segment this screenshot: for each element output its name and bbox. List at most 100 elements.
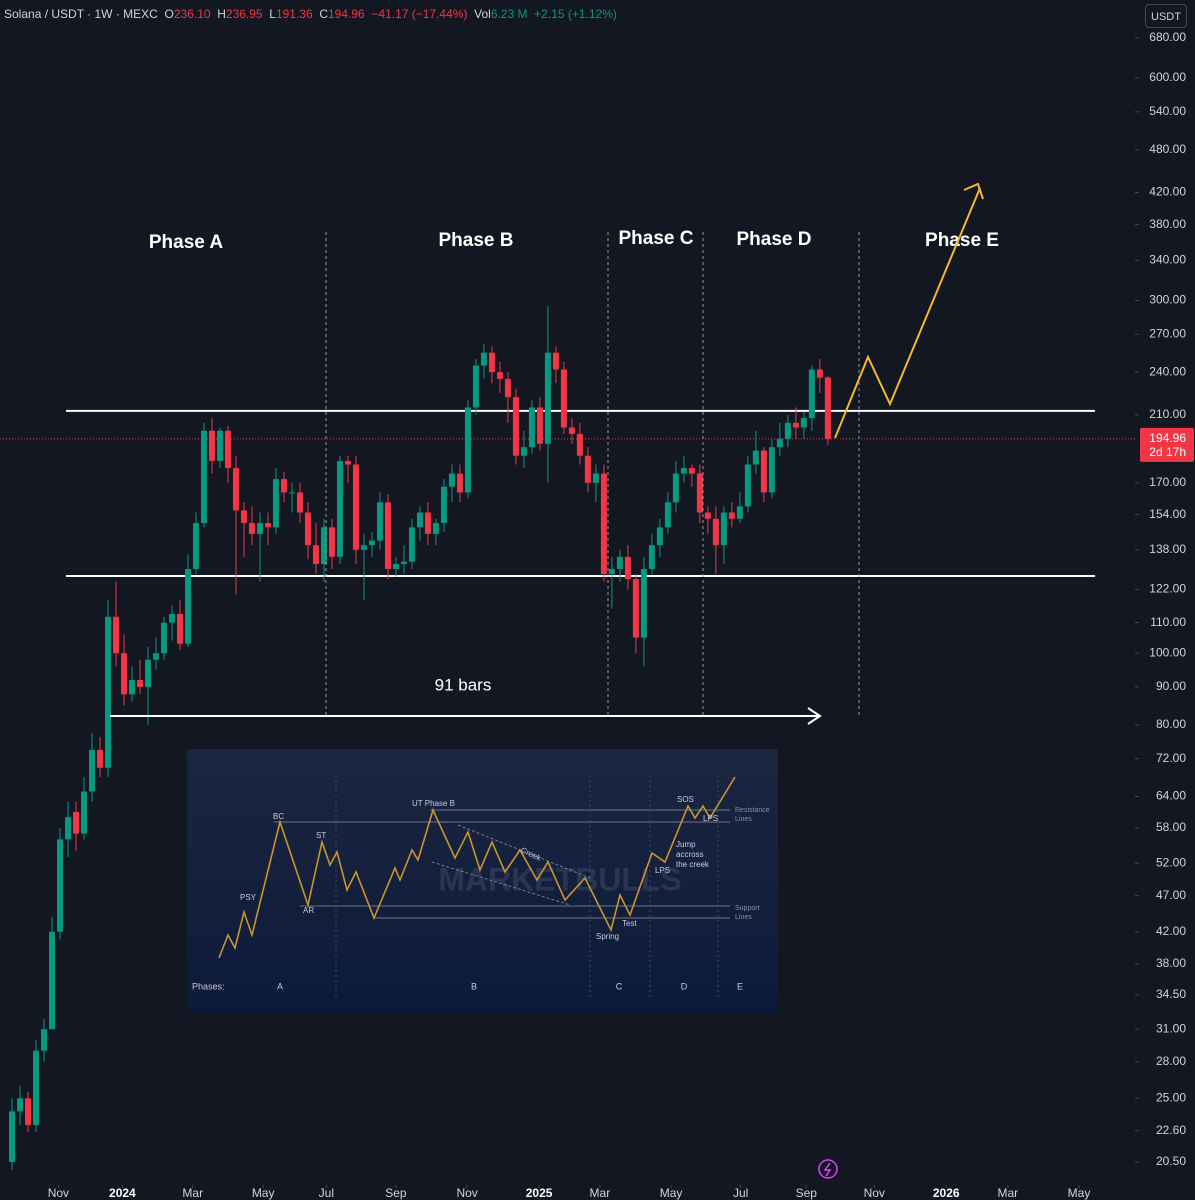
ohlc-key: O xyxy=(164,7,174,21)
plot-area xyxy=(0,305,1135,1170)
y-tick-label: 300.00 xyxy=(1149,293,1186,307)
y-tick-label: 340.00 xyxy=(1149,253,1186,267)
inset-label: BC xyxy=(273,812,284,821)
candle-body xyxy=(104,616,111,768)
y-tick-label: 600.00 xyxy=(1149,70,1186,84)
x-tick-label: 2026 xyxy=(933,1186,960,1200)
x-tick-label: Nov xyxy=(456,1186,477,1200)
currency-button[interactable]: USDT xyxy=(1145,4,1187,28)
candle-body xyxy=(552,352,559,370)
candle-body xyxy=(368,540,375,546)
volume: 6.23 M xyxy=(490,7,528,21)
candle-body xyxy=(560,369,567,428)
candle-body xyxy=(56,839,63,932)
candle-body xyxy=(728,512,735,519)
x-tick-label: May xyxy=(660,1186,683,1200)
candle-body xyxy=(112,616,119,654)
phase-label: Phase A xyxy=(149,232,224,253)
candle-body xyxy=(312,545,319,565)
y-tick-label: 110.00 xyxy=(1150,615,1186,629)
candle-body xyxy=(792,422,799,428)
candle-body xyxy=(704,512,711,519)
inset-label: Resistance xyxy=(735,807,770,814)
candle-body xyxy=(200,430,207,524)
candle-body xyxy=(488,352,495,373)
candle-body xyxy=(328,527,335,557)
inset-phase: E xyxy=(737,981,743,991)
ohlc-value: 236.10 xyxy=(173,7,211,21)
candle-body xyxy=(24,1098,31,1126)
phase-label: Phase B xyxy=(439,230,514,251)
alert-circle xyxy=(818,1159,838,1179)
bars-label: 91 bars xyxy=(435,675,492,694)
candle-body xyxy=(216,430,223,461)
y-tick-label: 47.00 xyxy=(1156,888,1186,902)
x-tick-label: May xyxy=(1068,1186,1091,1200)
y-tick-label: 122.00 xyxy=(1149,582,1186,596)
candle-body xyxy=(504,378,511,398)
x-tick-label: Sep xyxy=(385,1186,407,1200)
inset-lines xyxy=(274,775,730,1000)
candle-body xyxy=(296,492,303,513)
alert-icon[interactable] xyxy=(818,1159,838,1179)
candle-body xyxy=(168,613,175,623)
ohlc-key: H xyxy=(217,7,226,21)
creek-line xyxy=(457,824,591,879)
y-tick-label: 34.50 xyxy=(1156,987,1186,1001)
candle-body xyxy=(424,512,431,534)
candle-body xyxy=(384,502,391,569)
x-tick-label: Nov xyxy=(864,1186,885,1200)
candle-body xyxy=(544,352,551,444)
candle-body xyxy=(320,527,327,565)
candle-body xyxy=(152,653,159,660)
price-axis xyxy=(1135,0,1195,1200)
y-tick-label: 25.00 xyxy=(1156,1090,1186,1104)
y-tick-label: 380.00 xyxy=(1149,217,1186,231)
candle-body xyxy=(16,1098,23,1112)
phase-label: Phase E xyxy=(925,230,999,251)
inset-label: ST xyxy=(316,831,326,840)
y-tick-label: 270.00 xyxy=(1149,327,1186,341)
candle-body xyxy=(632,579,639,638)
candle-body xyxy=(464,407,471,493)
candle-body xyxy=(376,502,383,541)
candle-body xyxy=(752,450,759,465)
candle-body xyxy=(824,377,831,439)
candle-body xyxy=(672,473,679,503)
candle-body xyxy=(768,447,775,493)
change: −41.17 (−17.44%) xyxy=(371,7,468,21)
candle-body xyxy=(208,430,215,461)
x-tick-label: Sep xyxy=(796,1186,818,1200)
inset-phase: D xyxy=(681,981,688,991)
y-tick-label: 420.00 xyxy=(1149,185,1186,199)
candle-body xyxy=(528,407,535,448)
y-tick-label: 210.00 xyxy=(1149,407,1186,421)
candle-body xyxy=(392,564,399,569)
inset-label: SOS xyxy=(677,795,694,804)
candle-body xyxy=(304,512,311,546)
candle-body xyxy=(616,556,623,569)
y-tick-label: 22.60 xyxy=(1156,1123,1186,1137)
y-tick-label: 64.00 xyxy=(1156,789,1186,803)
candle-body xyxy=(248,523,255,534)
x-tick-label: Jul xyxy=(733,1186,748,1200)
x-tick-label: Jul xyxy=(319,1186,334,1200)
candle-body xyxy=(608,568,615,574)
inset-phases-label: Phases: xyxy=(192,981,225,991)
x-tick-label: May xyxy=(252,1186,275,1200)
candle-body xyxy=(440,486,447,524)
candle-body xyxy=(136,679,143,688)
y-tick-label: 42.00 xyxy=(1156,924,1186,938)
vol-label: Vol xyxy=(474,7,491,21)
candle-body xyxy=(64,817,71,840)
candle-body xyxy=(584,455,591,483)
candle-body xyxy=(472,365,479,408)
y-tick-label: 90.00 xyxy=(1156,679,1186,693)
inset-phase: A xyxy=(277,981,283,991)
candle-body xyxy=(520,447,527,456)
candle-body xyxy=(120,653,127,695)
x-tick-label: 2024 xyxy=(109,1186,136,1200)
inset-label: the creek xyxy=(676,860,710,869)
y-tick-label: 72.00 xyxy=(1156,751,1186,765)
